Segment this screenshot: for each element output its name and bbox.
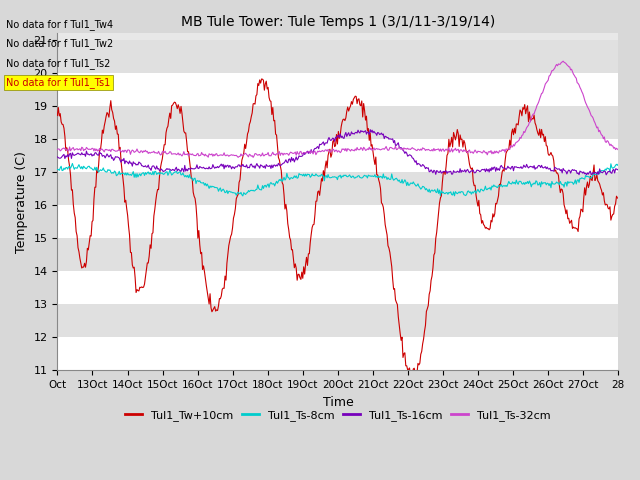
Text: No data for f Tul1_Tw2: No data for f Tul1_Tw2 (6, 38, 114, 49)
Text: No data for f Tul1_Ts1: No data for f Tul1_Ts1 (6, 77, 111, 88)
Bar (58, 238, 618, 271)
Text: No data for f Tul1_Tw4: No data for f Tul1_Tw4 (6, 19, 113, 30)
X-axis label: Time: Time (323, 396, 353, 408)
Bar (58, 337, 618, 371)
Text: No data for f Tul1_Ts2: No data for f Tul1_Ts2 (6, 58, 111, 69)
Bar (58, 106, 618, 139)
Bar (58, 304, 618, 337)
Bar (58, 271, 618, 304)
Title: MB Tule Tower: Tule Temps 1 (3/1/11-3/19/14): MB Tule Tower: Tule Temps 1 (3/1/11-3/19… (180, 15, 495, 29)
Bar (58, 39, 618, 72)
Legend: Tul1_Tw+10cm, Tul1_Ts-8cm, Tul1_Ts-16cm, Tul1_Ts-32cm: Tul1_Tw+10cm, Tul1_Ts-8cm, Tul1_Ts-16cm,… (121, 406, 555, 426)
Bar (58, 72, 618, 106)
Bar (58, 205, 618, 238)
Bar (58, 139, 618, 172)
Y-axis label: Temperature (C): Temperature (C) (15, 151, 28, 252)
Bar (58, 172, 618, 205)
